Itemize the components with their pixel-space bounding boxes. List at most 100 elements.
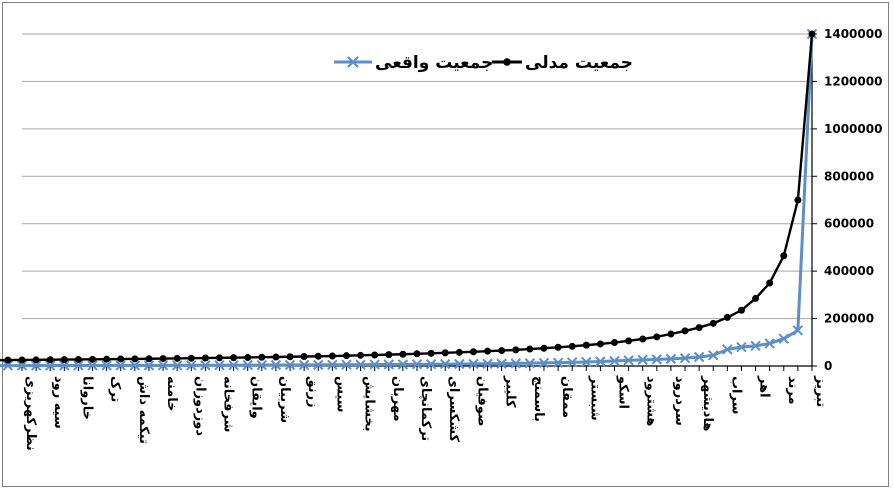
data-point	[200, 360, 211, 371]
series-layer	[0, 28, 818, 371]
series-line	[0, 33, 814, 362]
x-tick-label: وايقان	[249, 376, 264, 419]
x-tick-label: شرفخانه	[221, 376, 236, 432]
x-tick-label: دوزدوزان	[192, 376, 207, 436]
data-point	[510, 358, 521, 369]
data-point	[440, 358, 451, 370]
data-point	[766, 279, 774, 287]
data-point	[653, 333, 661, 341]
data-point	[778, 333, 789, 344]
data-point	[74, 355, 82, 363]
series-1	[0, 28, 818, 371]
gridlines	[22, 33, 812, 320]
data-point	[764, 338, 775, 349]
data-point	[595, 356, 606, 367]
data-point	[651, 354, 663, 365]
data-point	[60, 356, 68, 364]
axes	[21, 33, 817, 371]
y-tick-label: 1000000	[824, 122, 882, 136]
data-point	[468, 358, 479, 370]
x-tick-label: اسکو	[616, 375, 631, 409]
legend-label-model: جمعيت مدلی	[525, 53, 633, 73]
x-tick-label: کليبر	[503, 375, 518, 408]
series-line	[0, 33, 814, 368]
x-tick-label: هشترود	[644, 376, 659, 426]
y-tick-label: 1200000	[824, 74, 882, 88]
data-point	[187, 354, 195, 362]
data-point	[355, 359, 366, 370]
data-point	[397, 359, 409, 370]
data-point	[568, 342, 576, 350]
x-tick-label: خامنه	[164, 376, 179, 412]
data-point	[30, 360, 42, 371]
data-point	[526, 345, 534, 353]
data-point	[383, 359, 394, 370]
data-point	[300, 353, 308, 361]
data-point	[371, 351, 379, 359]
x-tick-label: خاروانا	[79, 376, 94, 420]
data-point	[723, 313, 731, 321]
data-point	[496, 358, 507, 369]
data-point	[369, 359, 380, 370]
data-point	[59, 360, 70, 371]
data-point	[18, 356, 26, 364]
data-point	[284, 359, 296, 371]
data-point	[45, 360, 56, 371]
data-point	[214, 359, 225, 371]
data-point	[131, 355, 139, 363]
data-point	[596, 340, 604, 348]
x-tick-label: باسمنج	[531, 376, 546, 422]
data-point	[328, 352, 336, 360]
x-tick-label: شبستر	[587, 375, 602, 421]
data-point	[808, 30, 816, 38]
data-point	[228, 359, 239, 371]
data-point	[469, 348, 477, 356]
data-point	[512, 346, 520, 354]
data-point	[667, 330, 675, 338]
data-point	[159, 355, 167, 363]
legend: جمعيت واقعی جمعيت مدلی	[334, 53, 633, 73]
data-point	[342, 352, 350, 360]
data-point	[46, 356, 54, 364]
data-point	[484, 347, 492, 355]
x-tick-label: بخشايش	[362, 376, 377, 432]
y-tick-label: 400000	[824, 264, 874, 278]
data-point	[129, 360, 141, 371]
data-point	[709, 319, 717, 327]
data-point	[230, 354, 238, 362]
data-point	[16, 360, 28, 371]
x-tick-label: ممقان	[559, 376, 574, 418]
y-tick-label: 200000	[824, 312, 874, 326]
x-tick-label: ترکمانچای	[418, 376, 433, 441]
x-tick-label: سيس	[333, 376, 348, 412]
x-tick-label: زرنق	[305, 376, 320, 408]
x-tick-label: سراب	[728, 376, 743, 414]
x-tick-label: کشکسرای	[446, 376, 461, 442]
y-tick-label: 0	[824, 359, 832, 373]
data-point	[173, 354, 181, 362]
data-point	[566, 357, 578, 368]
data-point	[524, 357, 536, 369]
data-point	[157, 360, 169, 371]
data-point	[679, 352, 691, 364]
x-tick-label: مرند	[785, 376, 800, 405]
data-point	[341, 359, 352, 370]
data-point	[736, 341, 747, 353]
data-point	[611, 339, 618, 347]
data-point	[441, 349, 449, 357]
x-tick-label: ترک	[108, 376, 123, 402]
data-point	[552, 357, 564, 368]
data-point	[143, 360, 155, 371]
data-point	[681, 327, 689, 335]
data-point	[454, 358, 465, 370]
data-point	[722, 344, 733, 355]
data-point	[171, 360, 183, 371]
x-tick-label: شربيان	[277, 376, 292, 423]
data-point	[103, 355, 111, 363]
data-point	[609, 355, 620, 367]
data-point	[32, 356, 40, 364]
data-point	[581, 356, 592, 368]
data-point	[792, 325, 804, 336]
